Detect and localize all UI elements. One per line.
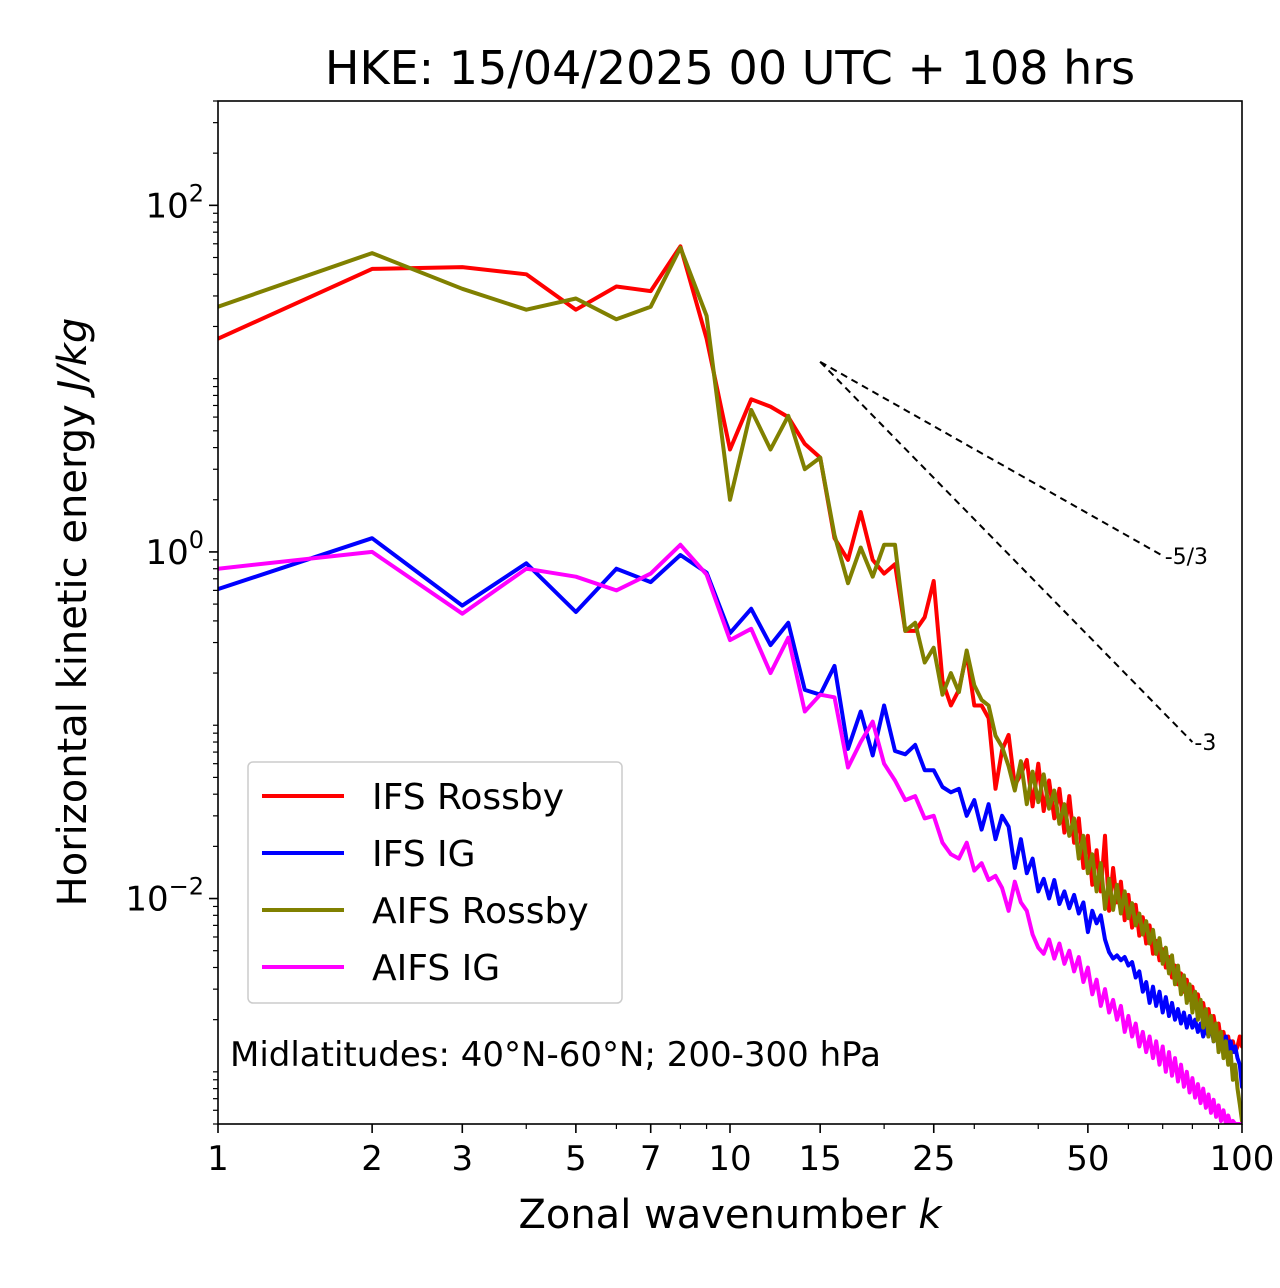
series-line-3 (218, 542, 1242, 1124)
legend-label: IFS Rossby (372, 777, 564, 818)
y-axis-label-text: Horizontal kinetic energy (50, 392, 96, 907)
legend: IFS Rossby IFS IG AIFS Rossby AIFS IG (247, 761, 623, 1004)
reference-line-1 (819, 361, 1194, 743)
x-tick-label: 15 (799, 1139, 842, 1179)
y-axis-label-unit: J/kg (50, 318, 96, 399)
y-tick-label-exponent: 0 (189, 526, 204, 554)
region-annotation: Midlatitudes: 40°N-60°N; 200-300 hPa (230, 1035, 881, 1075)
y-tick-label: 102 (145, 179, 204, 226)
reference-slope-lines (819, 360, 1194, 743)
y-axis-label: Horizontal kinetic energy J/kg (50, 318, 96, 907)
series-lines (218, 244, 1242, 1124)
x-tick-label: 1 (207, 1139, 229, 1179)
x-tick-label: 2 (361, 1139, 383, 1179)
reference-slope-labels: -5/3 -3 (1165, 545, 1217, 756)
x-tick-label: 3 (451, 1139, 473, 1179)
legend-label: AIFS IG (372, 948, 500, 989)
x-tick-label: 5 (565, 1139, 587, 1179)
y-tick-label-exponent: −2 (169, 873, 204, 901)
legend-label: IFS IG (372, 834, 476, 875)
y-tick-label: 10−2 (125, 873, 204, 920)
x-axis: 1 2 3 5 7 10 15 25 50 100 (207, 1124, 1274, 1179)
reference-line-label: -5/3 (1165, 545, 1208, 570)
x-tick-label: 25 (912, 1139, 955, 1179)
plot-area: -5/3 -3 (217, 100, 1243, 1125)
x-axis-label: Zonal wavenumber k (518, 1192, 943, 1238)
x-axis-label-text: Zonal wavenumber (518, 1192, 918, 1238)
x-tick-label: 7 (640, 1139, 662, 1179)
x-axis-label-variable: k (918, 1192, 943, 1238)
x-tick-label: 50 (1066, 1139, 1109, 1179)
y-tick-label-base: 10 (145, 186, 188, 226)
legend-label: AIFS Rossby (372, 891, 589, 932)
series-line-2 (218, 245, 1242, 1123)
chart-title: HKE: 15/04/2025 00 UTC + 108 hrs (325, 41, 1135, 95)
reference-line-0 (819, 360, 1164, 557)
series-line-1 (218, 536, 1242, 1089)
reference-line-label: -3 (1194, 731, 1216, 756)
x-tick-label: 10 (708, 1139, 751, 1179)
y-tick-label-exponent: 2 (189, 179, 204, 207)
legend-box (247, 761, 623, 1004)
x-tick-label: 100 (1210, 1139, 1275, 1179)
y-tick-label: 100 (145, 526, 204, 573)
y-tick-label-base: 10 (145, 533, 188, 573)
y-tick-label-base: 10 (125, 880, 168, 920)
